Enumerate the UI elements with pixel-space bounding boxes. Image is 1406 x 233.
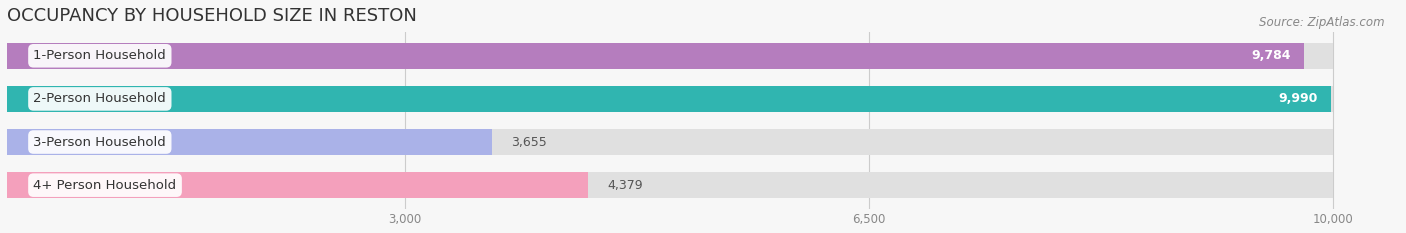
Bar: [7, 86, 1331, 112]
Bar: [7, 172, 1333, 198]
Text: 3,655: 3,655: [512, 136, 547, 148]
Bar: [7, 172, 588, 198]
Text: 9,990: 9,990: [1279, 93, 1319, 105]
Text: 1-Person Household: 1-Person Household: [34, 49, 166, 62]
Bar: [7, 129, 1333, 155]
Bar: [7, 43, 1305, 69]
Text: Source: ZipAtlas.com: Source: ZipAtlas.com: [1260, 16, 1385, 29]
Bar: [7, 129, 492, 155]
Bar: [7, 86, 1333, 112]
Bar: [7, 43, 1333, 69]
Text: 4+ Person Household: 4+ Person Household: [34, 179, 177, 192]
Text: 3-Person Household: 3-Person Household: [34, 136, 166, 148]
Text: OCCUPANCY BY HOUSEHOLD SIZE IN RESTON: OCCUPANCY BY HOUSEHOLD SIZE IN RESTON: [7, 7, 416, 25]
Text: 9,784: 9,784: [1251, 49, 1291, 62]
Text: 4,379: 4,379: [607, 179, 643, 192]
Text: 2-Person Household: 2-Person Household: [34, 93, 166, 105]
